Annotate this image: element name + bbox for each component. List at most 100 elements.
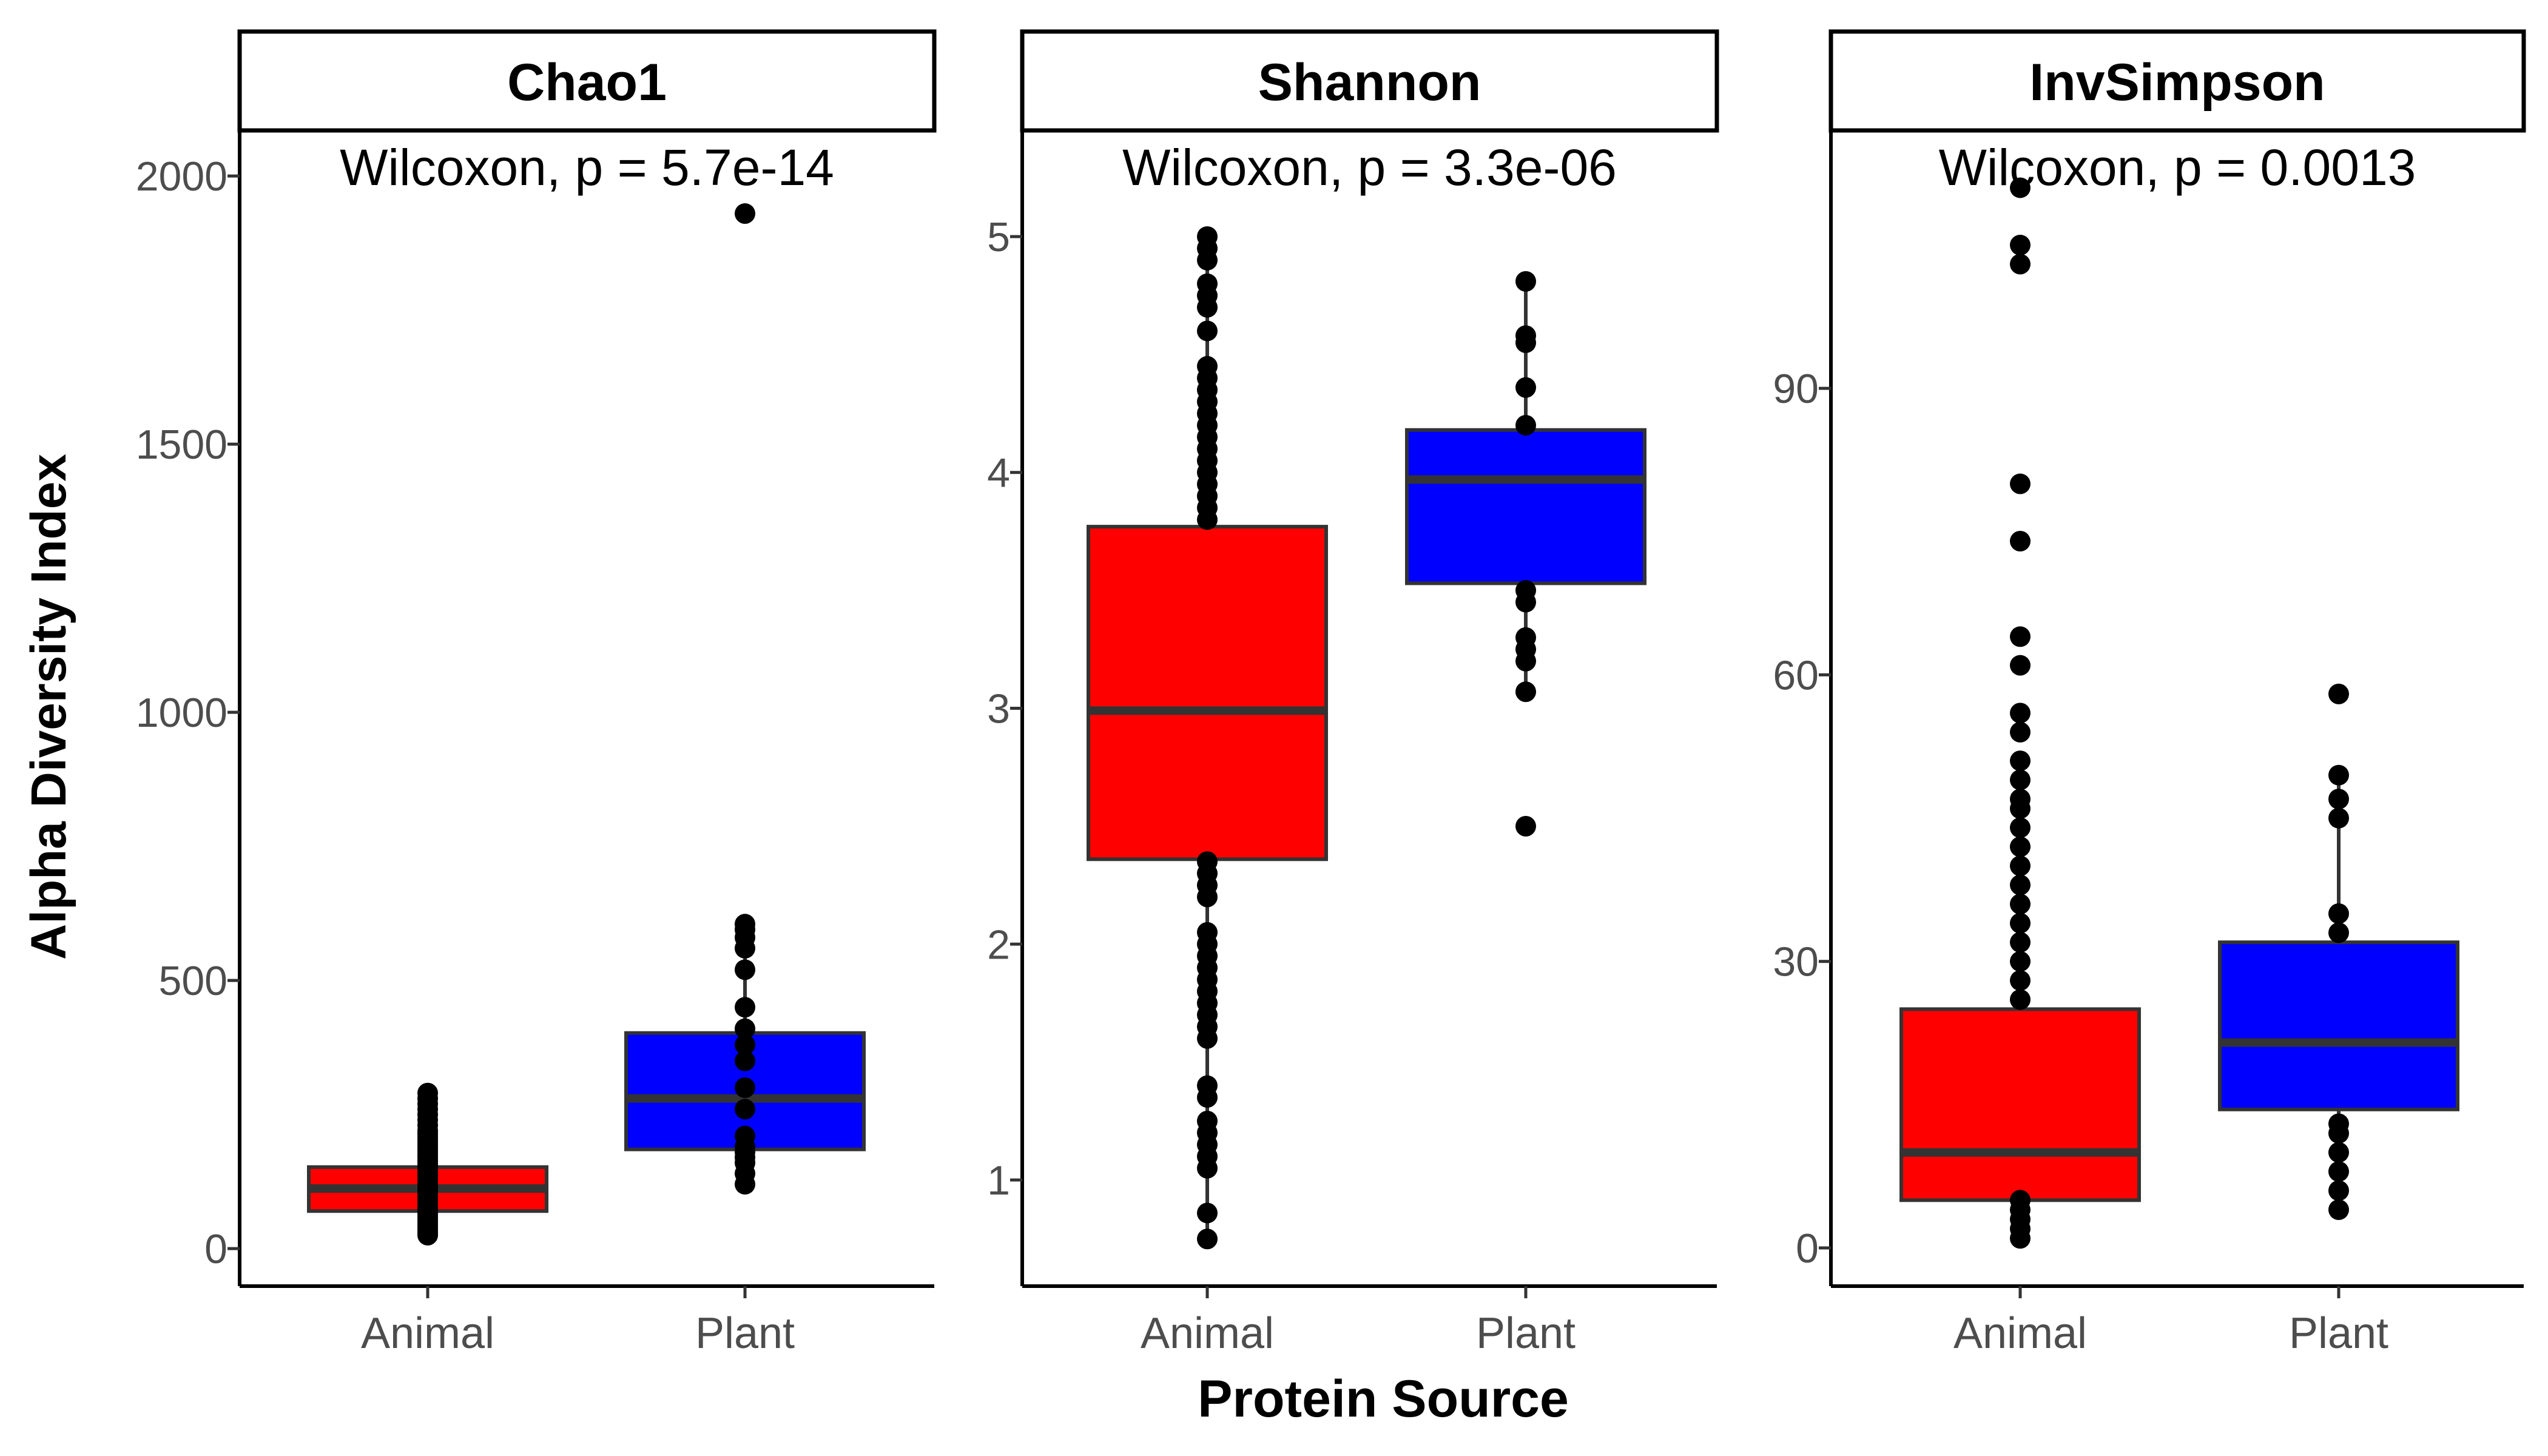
facet-strip xyxy=(1828,29,2526,133)
y-tick-label: 4 xyxy=(987,450,1010,496)
data-point xyxy=(2010,177,2031,198)
data-point xyxy=(1197,851,1218,872)
x-tick-label: Animal xyxy=(361,1309,494,1358)
facet-strip xyxy=(1020,29,1719,133)
box-body xyxy=(2218,940,2459,1111)
y-tick-label: 60 xyxy=(1773,652,1819,698)
y-tick-label: 500 xyxy=(159,958,228,1004)
box-body xyxy=(1087,525,1328,861)
data-point xyxy=(1197,1075,1218,1096)
box-plant xyxy=(624,203,866,1195)
data-point xyxy=(735,1018,755,1039)
data-point xyxy=(2010,951,2031,972)
wilcoxon-annotation: Wilcoxon, p = 0.0013 xyxy=(1939,139,2416,196)
panel-chao1: Chao1 0 500 1000 1500 2000 Animal Plant Wilcoxon… xyxy=(136,29,937,1358)
data-point xyxy=(1197,1228,1218,1250)
data-point xyxy=(1515,271,1536,292)
data-point xyxy=(2010,989,2031,1010)
x-tick-label: Plant xyxy=(1476,1309,1576,1358)
data-point xyxy=(735,1125,755,1147)
panel-shannon: Shannon 1 2 3 4 5 Animal Plant Wilcoxon, p = 3.3… xyxy=(987,29,1719,1358)
data-point xyxy=(1197,273,1218,294)
data-point xyxy=(735,203,755,224)
data-point xyxy=(2010,874,2031,895)
data-point xyxy=(2328,922,2349,943)
data-point xyxy=(2010,750,2031,772)
data-point xyxy=(2328,807,2349,829)
data-point xyxy=(735,1077,755,1098)
y-tick-label: 0 xyxy=(204,1226,228,1272)
facet-strip xyxy=(237,29,937,133)
facet-title: InvSimpson xyxy=(2029,53,2325,112)
data-point xyxy=(2328,789,2349,810)
data-point xyxy=(2010,769,2031,790)
data-point xyxy=(2328,1180,2349,1201)
box-animal xyxy=(1087,226,1328,1250)
data-point xyxy=(1197,1202,1218,1224)
data-point xyxy=(2328,1161,2349,1182)
x-tick-label: Plant xyxy=(695,1309,795,1358)
data-point xyxy=(1515,627,1536,648)
data-point xyxy=(735,1050,755,1071)
x-tick-label: Animal xyxy=(1141,1309,1274,1358)
x-tick-label: Plant xyxy=(2289,1309,2388,1358)
y-tick-label: 90 xyxy=(1773,366,1819,412)
data-point xyxy=(1515,815,1536,837)
data-point xyxy=(2010,836,2031,857)
x-axis-title: Protein Source xyxy=(1198,1370,1569,1428)
data-point xyxy=(1197,356,1218,377)
data-point xyxy=(2010,789,2031,810)
data-point xyxy=(2010,655,2031,676)
wilcoxon-annotation: Wilcoxon, p = 3.3e-06 xyxy=(1122,139,1617,196)
data-point xyxy=(2010,1190,2031,1211)
data-point xyxy=(1515,580,1536,601)
x-tick-label: Animal xyxy=(1953,1309,2087,1358)
data-point xyxy=(735,1034,755,1056)
data-point xyxy=(2010,703,2031,724)
y-tick-label: 2 xyxy=(987,922,1010,968)
data-point xyxy=(1515,325,1536,346)
data-point xyxy=(2010,894,2031,915)
y-tick-label: 3 xyxy=(987,686,1010,732)
wilcoxon-annotation: Wilcoxon, p = 5.7e-14 xyxy=(340,139,834,196)
y-tick-label: 30 xyxy=(1773,939,1819,985)
data-point xyxy=(1515,414,1536,436)
box-animal xyxy=(1899,177,2141,1249)
box-animal xyxy=(307,1082,548,1246)
y-tick-label: 0 xyxy=(1796,1225,1819,1272)
y-tick-label: 1 xyxy=(987,1158,1010,1204)
data-point xyxy=(417,1082,438,1104)
facet-title: Shannon xyxy=(1258,53,1481,112)
panel-invsimpson: InvSimpson 0 30 60 90 Animal Plant Wilcoxon, p … xyxy=(1773,29,2526,1358)
data-point xyxy=(735,914,755,935)
data-point xyxy=(2328,1142,2349,1163)
data-point xyxy=(735,997,755,1018)
data-point xyxy=(2010,932,2031,953)
data-point xyxy=(2010,970,2031,991)
y-tick-label: 5 xyxy=(987,214,1010,260)
y-axis-title: Alpha Diversity Index xyxy=(21,454,76,960)
data-point xyxy=(2328,764,2349,786)
data-point xyxy=(1197,320,1218,342)
data-point xyxy=(2328,903,2349,924)
panels: Chao1 0 500 1000 1500 2000 Animal Plant Wilcoxon… xyxy=(136,29,2526,1358)
data-point xyxy=(735,959,755,980)
box-body xyxy=(1899,1007,2141,1202)
data-point xyxy=(2010,530,2031,551)
box-body xyxy=(1405,428,1646,585)
data-point xyxy=(2328,1113,2349,1134)
box-plant xyxy=(2218,683,2459,1221)
facet-title: Chao1 xyxy=(507,53,667,112)
data-point xyxy=(2010,234,2031,255)
data-point xyxy=(2010,721,2031,743)
data-point xyxy=(2328,1199,2349,1221)
data-point xyxy=(2010,473,2031,494)
data-point xyxy=(735,1099,755,1120)
data-point xyxy=(2328,683,2349,704)
y-tick-label: 1000 xyxy=(136,690,228,736)
box-plant xyxy=(1405,271,1646,837)
data-point xyxy=(1515,681,1536,703)
data-point xyxy=(1197,1110,1218,1131)
y-tick-label: 1500 xyxy=(136,422,228,468)
